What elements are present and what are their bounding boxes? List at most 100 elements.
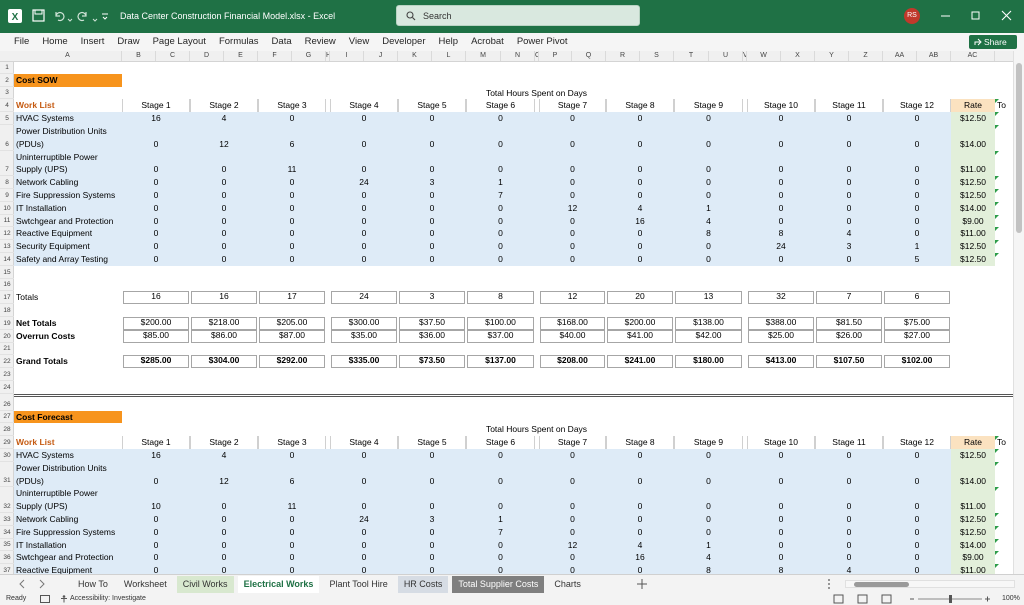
hours-value: 0: [221, 215, 227, 226]
hours-value: 0: [153, 241, 159, 252]
item-name: HVAC Systems: [16, 450, 74, 460]
hours-value: 0: [498, 501, 503, 512]
hours-value: 0: [429, 254, 435, 264]
ribbon-tab[interactable]: Page Layout: [152, 36, 206, 47]
ribbon-tab[interactable]: File: [14, 36, 30, 47]
hours-value: 0: [846, 450, 852, 460]
ribbon-tab[interactable]: Acrobat: [471, 36, 504, 47]
add-sheet[interactable]: [636, 578, 648, 590]
hours-value: 0: [361, 254, 367, 264]
vertical-scrollbar[interactable]: [1013, 51, 1024, 574]
row-number: 17: [0, 291, 14, 305]
item-name: Reactive Equipment: [16, 565, 93, 574]
comment-indicator: [995, 487, 999, 492]
hours-value: 1: [914, 241, 920, 252]
comment-indicator: [995, 461, 999, 466]
hours-value: 0: [498, 202, 503, 213]
ribbon-tab[interactable]: Home: [42, 36, 68, 47]
hours-value: 0: [153, 254, 159, 264]
hours-value: 24: [776, 241, 786, 252]
close-button[interactable]: [1001, 10, 1012, 21]
column-header: A: [14, 51, 122, 61]
restore-button[interactable]: [971, 11, 980, 20]
tab-prev[interactable]: [19, 579, 25, 589]
search-box[interactable]: Search: [396, 5, 640, 26]
hours-value: 0: [570, 228, 575, 239]
page-layout-view[interactable]: [857, 594, 868, 604]
sheet-tab[interactable]: HR Costs: [397, 576, 449, 593]
sheet-tab[interactable]: Worksheet: [123, 579, 167, 589]
hours-value: 0: [153, 202, 159, 213]
ribbon-tab[interactable]: Formulas: [218, 36, 259, 47]
hours-value: 4: [637, 539, 643, 550]
hours-value: 0: [778, 113, 784, 124]
stage-header: Stage 1: [122, 436, 190, 449]
hours-value: 0: [846, 526, 852, 537]
hours-value: 1: [498, 177, 503, 188]
hours-value: 0: [498, 215, 503, 226]
tab-next[interactable]: [39, 579, 45, 589]
ribbon-tab[interactable]: Developer: [382, 36, 426, 47]
hours-value: 0: [429, 228, 435, 239]
redo-dropdown[interactable]: [92, 18, 98, 22]
item-row-fill: [14, 253, 951, 266]
share-button[interactable]: Share: [969, 35, 1017, 49]
ribbon-tab[interactable]: Help: [438, 36, 459, 47]
sheet-tab[interactable]: Charts: [554, 579, 581, 589]
item-row-fill: [14, 538, 951, 552]
ribbon-tab[interactable]: Draw: [117, 36, 140, 47]
hours-value: 0: [914, 539, 920, 550]
item-name: IT Installation: [16, 202, 67, 213]
column-header: AA: [883, 51, 917, 61]
row-number: 8: [0, 176, 14, 189]
zoom-level[interactable]: 100%: [1002, 595, 1020, 602]
hours-value: 0: [846, 215, 852, 226]
undo-dropdown[interactable]: [67, 18, 73, 22]
customize-icon[interactable]: [102, 13, 108, 20]
row-number: 30: [0, 449, 14, 462]
hours-value: 12: [567, 539, 578, 550]
summary-label: Totals: [16, 292, 39, 303]
item-name: Uninterruptible Power Supply (UPS): [16, 151, 98, 175]
comment-indicator: [995, 99, 999, 104]
hours-value: 7: [498, 526, 503, 537]
rate-value: $12.50: [951, 525, 995, 539]
hours-value: 0: [498, 138, 503, 149]
normal-view[interactable]: [833, 594, 844, 604]
sheet-tab[interactable]: Plant Tool Hire: [329, 579, 388, 589]
sheet-tab[interactable]: Civil Works: [176, 576, 234, 593]
undo-icon[interactable]: [55, 11, 65, 22]
summary-value: 20: [607, 291, 673, 305]
hours-value: 0: [221, 526, 227, 537]
sheet-tab[interactable]: Total Supplier Costs: [452, 576, 545, 593]
scroll-thumb[interactable]: [1016, 63, 1022, 233]
hours-value: 0: [637, 514, 643, 524]
user-avatar[interactable]: RS: [904, 8, 920, 24]
ribbon-tab[interactable]: Data: [271, 36, 292, 47]
h-scroll-thumb[interactable]: [854, 582, 909, 587]
redo-icon[interactable]: [77, 11, 87, 22]
item-row-fill: [14, 525, 951, 539]
hours-value: 0: [498, 254, 503, 264]
sheet-tab[interactable]: How To: [78, 579, 108, 589]
ribbon-tab[interactable]: Power Pivot: [516, 36, 568, 47]
ribbon-tab[interactable]: Insert: [80, 36, 105, 47]
accessibility-status[interactable]: Accessibility: Investigate: [70, 595, 146, 602]
stage-header: Stage 7: [539, 436, 606, 449]
row-number: 6: [0, 125, 14, 151]
rate-value: $11.00: [951, 487, 995, 513]
ribbon-tab[interactable]: Review: [304, 36, 336, 47]
zoom-thumb[interactable]: [949, 595, 952, 603]
hours-value: 0: [637, 138, 643, 149]
page-break-view[interactable]: [881, 594, 892, 604]
stage-header: Stage 2: [190, 99, 258, 113]
hours-value: 12: [567, 202, 578, 213]
tab-options[interactable]: [826, 578, 832, 590]
summary-label: Overrun Costs: [16, 330, 76, 341]
zoom-in[interactable]: [985, 596, 990, 602]
hours-value: 0: [846, 254, 852, 264]
comment-indicator: [995, 240, 999, 245]
ribbon-tab[interactable]: View: [348, 36, 370, 47]
horizontal-scrollbar[interactable]: [845, 580, 1015, 588]
hours-value: 0: [361, 164, 367, 175]
